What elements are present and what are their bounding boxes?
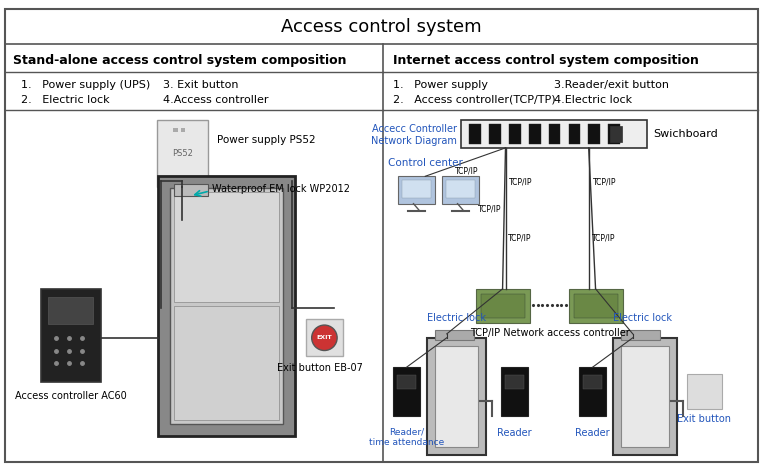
Bar: [174, 306, 280, 420]
Bar: [500, 367, 528, 416]
Bar: [172, 128, 178, 132]
Text: Stand-alone access control system composition: Stand-alone access control system compos…: [13, 54, 347, 67]
Bar: [613, 338, 677, 455]
Text: EXIT: EXIT: [316, 335, 333, 340]
Text: 2.   Electric lock: 2. Electric lock: [21, 95, 110, 105]
Bar: [569, 289, 623, 323]
Bar: [435, 346, 478, 447]
Text: TCP/IP: TCP/IP: [455, 167, 478, 176]
Bar: [174, 192, 280, 302]
Bar: [574, 294, 618, 318]
Bar: [469, 124, 481, 144]
Bar: [48, 297, 93, 324]
Bar: [490, 124, 501, 144]
Bar: [442, 176, 479, 203]
Bar: [402, 180, 431, 198]
Bar: [157, 121, 208, 187]
Bar: [549, 124, 560, 144]
Bar: [610, 126, 622, 142]
Bar: [608, 124, 620, 144]
Bar: [509, 124, 521, 144]
Bar: [306, 319, 343, 357]
Bar: [529, 124, 541, 144]
Text: 1.   Power supply (UPS): 1. Power supply (UPS): [21, 80, 150, 90]
Bar: [481, 294, 525, 318]
Bar: [569, 124, 580, 144]
Text: Electric lock: Electric lock: [613, 313, 672, 323]
Bar: [588, 124, 600, 144]
Text: Access controller AC60: Access controller AC60: [15, 390, 127, 400]
Bar: [462, 121, 647, 148]
Text: Accecc Controller
Network Diagram: Accecc Controller Network Diagram: [371, 124, 457, 146]
Text: Waterproof EM lock WP2012: Waterproof EM lock WP2012: [212, 184, 350, 194]
Bar: [621, 346, 669, 447]
Text: Internet access control system composition: Internet access control system compositi…: [393, 54, 699, 67]
Text: Exit button EB-07: Exit button EB-07: [277, 363, 362, 373]
Text: 3. Exit button: 3. Exit button: [163, 80, 239, 90]
Bar: [435, 330, 474, 340]
Bar: [583, 375, 602, 389]
Text: Power supply PS52: Power supply PS52: [217, 135, 315, 145]
Text: TCP/IP: TCP/IP: [508, 234, 532, 243]
Text: Access control system: Access control system: [281, 17, 482, 35]
Text: TCP/IP: TCP/IP: [510, 178, 533, 187]
Text: TCP/IP: TCP/IP: [593, 178, 616, 187]
Bar: [476, 289, 530, 323]
Text: Swichboard: Swichboard: [653, 129, 718, 139]
Bar: [504, 375, 524, 389]
Bar: [427, 338, 486, 455]
Text: Reader/
time attendance: Reader/ time attendance: [369, 428, 444, 447]
Bar: [40, 289, 101, 382]
Text: 4.Electric lock: 4.Electric lock: [555, 95, 632, 105]
Text: Reader: Reader: [497, 428, 531, 438]
Text: 1.   Power supply: 1. Power supply: [393, 80, 488, 90]
Bar: [687, 374, 722, 409]
Text: TCP/IP: TCP/IP: [591, 234, 615, 243]
Text: PS52: PS52: [172, 149, 193, 158]
Bar: [397, 375, 416, 389]
Bar: [398, 176, 435, 203]
Bar: [158, 176, 295, 436]
Text: 3.Reader/exit button: 3.Reader/exit button: [555, 80, 670, 90]
Text: TCP/IP Network access controller: TCP/IP Network access controller: [469, 328, 629, 338]
Text: TCP/IP: TCP/IP: [478, 204, 502, 213]
Text: 4.Access controller: 4.Access controller: [163, 95, 268, 105]
Text: Electric lock: Electric lock: [427, 313, 486, 323]
Bar: [621, 330, 660, 340]
Circle shape: [312, 325, 337, 350]
Text: Exit button: Exit button: [678, 414, 731, 424]
Bar: [446, 180, 476, 198]
Bar: [169, 188, 284, 424]
Text: 2.   Access controller(TCP/TP): 2. Access controller(TCP/TP): [393, 95, 556, 105]
Text: Control center: Control center: [388, 158, 462, 168]
Bar: [393, 367, 420, 416]
Text: Reader: Reader: [575, 428, 610, 438]
Bar: [174, 184, 208, 196]
Bar: [579, 367, 606, 416]
Bar: [180, 128, 186, 132]
